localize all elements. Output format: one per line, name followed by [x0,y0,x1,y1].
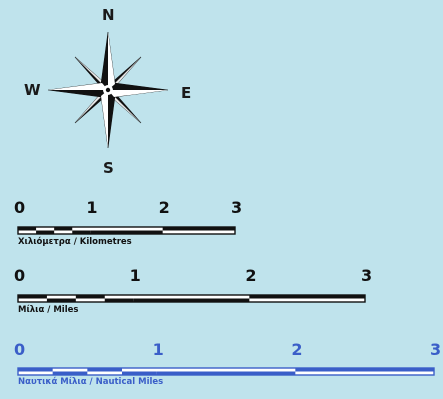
scale-miles-segment [104,298,134,302]
scale-kilometres-tick-label: 2 [158,198,170,217]
scale-kilometres-segment [54,227,73,231]
scale-kilometres-bar [17,226,236,235]
scale-nautical-miles-segment [52,371,88,375]
scale-miles-segment [18,295,47,299]
north-label: N [102,6,115,24]
scale-nautical-miles-segment [122,371,157,375]
scale-miles-segment [249,295,365,299]
scale-kilometres-tick-label: 0 [14,198,26,217]
scale-nautical-miles-segment [295,368,434,372]
scale-kilometres-segment [36,230,55,234]
scale-kilometres-caption: Χιλιόμετρα / Kilometres [18,237,132,247]
scale-kilometres-segment [162,227,235,231]
scale-miles-segment [75,295,105,299]
scale-miles-segment [46,298,76,302]
south-label: S [103,159,114,177]
scale-nautical-miles-bar [17,367,435,376]
scale-miles-tick-label: 1 [129,266,141,285]
compass-rose-icon [48,31,168,149]
west-label: W [24,81,41,99]
scale-nautical-miles-segment [18,368,53,372]
scale-nautical-miles-tick-label: 1 [152,340,164,359]
east-label: E [181,84,192,102]
scale-nautical-miles-segment [87,368,122,372]
scale-kilometres-segment [90,230,163,234]
scale-nautical-miles-segment [156,371,296,375]
scale-miles-tick-label: 3 [361,266,373,285]
scale-miles-caption: Μίλια / Miles [18,305,79,315]
scale-miles-segment [133,298,250,302]
scale-nautical-miles-tick-label: 3 [430,340,442,359]
scale-nautical-miles-tick-label: 0 [14,340,26,359]
scale-nautical-miles-tick-label: 2 [291,340,303,359]
scale-kilometres-segment [72,230,91,234]
scale-miles-bar [17,294,366,303]
scale-nautical-miles-caption: Ναυτικά Μίλια / Nautical Miles [18,377,164,387]
scale-kilometres-segment [18,227,37,231]
scale-kilometres-tick-label: 3 [231,198,243,217]
scale-miles-tick-label: 0 [14,266,26,285]
scale-kilometres-tick-label: 1 [86,198,98,217]
scale-miles-tick-label: 2 [245,266,257,285]
